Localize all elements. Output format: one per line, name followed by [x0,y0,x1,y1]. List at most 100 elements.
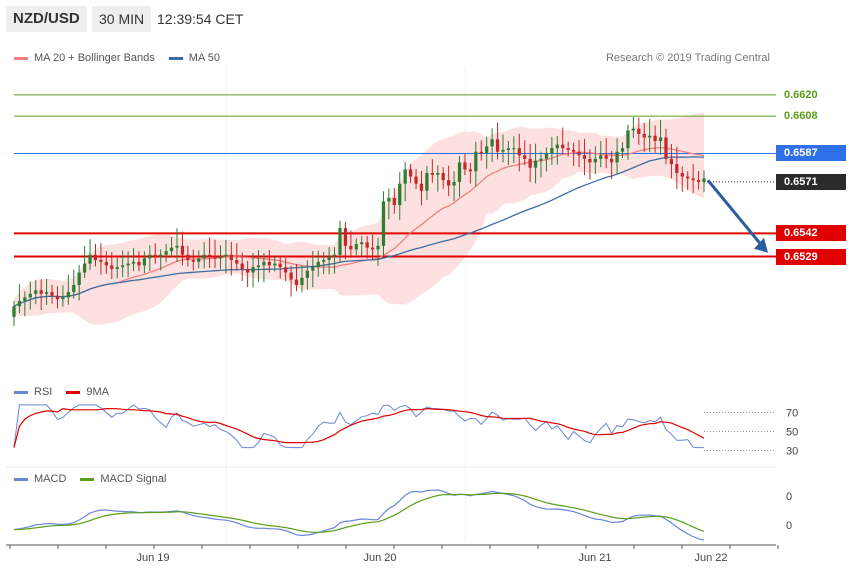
candle-body [555,144,559,149]
candle-body [115,267,119,269]
candle-body [169,247,174,252]
rsi-swatch [14,390,28,394]
time-axis-label: Jun 20 [363,552,396,564]
candle-body [457,162,462,182]
candle-body [615,151,619,163]
time-axis-label: Jun 19 [136,552,169,564]
candle-body [669,158,674,165]
candle-body [349,245,353,250]
candle-body [39,290,43,294]
candle-body [284,267,288,273]
macd-tick-label: 0 [786,491,792,503]
candle-body [452,181,456,186]
candle-body [436,173,440,175]
candle-body [104,261,108,266]
candle-body [28,293,32,298]
candle-body [561,144,565,149]
candle-body [637,128,641,134]
candle-body [419,183,424,191]
candle-body [571,149,576,152]
ma50-swatch [168,56,183,60]
candle-body [278,263,282,268]
candle-body [235,260,239,264]
legend-macd: MACD [34,473,67,485]
candle-body [327,256,331,261]
chart-grid [225,66,466,542]
candle-body [131,261,136,264]
macd-signal-swatch [80,477,95,481]
candle-body [593,158,597,163]
candle-body [425,173,429,191]
candle-body [148,254,152,259]
clock-label: 12:39:54 CET [157,11,244,27]
candle-body [474,151,478,172]
candle-body [338,228,342,255]
rsi-tick-label: 30 [786,446,798,458]
candle-body [186,254,190,261]
period-selector[interactable]: 30 MIN [92,6,152,32]
time-axis-label: Jun 21 [578,552,611,564]
macd-line [13,489,705,541]
macd-swatch [14,477,28,481]
candle-body [273,263,277,266]
candle-body [447,180,451,186]
candle-body [370,247,375,250]
price-level-label: 0.6571 [776,173,846,190]
candle-body [680,173,684,177]
candle-body [642,133,646,138]
candle-body [648,135,652,138]
candle-body [517,148,521,156]
candle-body [544,153,549,159]
candle-body [175,245,179,248]
candle-body [588,158,592,163]
candle-body [675,164,679,174]
candle-body [381,201,386,246]
candle-body [218,256,223,259]
price-level-label: 0.6620 [784,88,818,101]
candle-body [88,254,92,264]
ma20-line [13,146,705,307]
candle-body [180,245,185,255]
candle-body [207,254,212,257]
candle-body [566,148,570,150]
symbol-label[interactable]: NZD/USD [6,6,87,32]
candle-body [523,155,527,159]
candle-body [696,180,701,182]
candle-body [110,265,114,269]
candle-body [392,197,396,205]
candle-body [256,265,261,268]
candle-body [23,297,27,301]
price-level-label: 0.6608 [784,110,818,123]
candlesticks[interactable] [12,117,706,326]
candle-body [686,176,690,179]
rsi-ma-line [13,407,705,448]
candle-body [191,260,195,262]
candle-body [408,169,413,177]
candle-body [343,228,348,246]
rsi-ma-swatch [66,390,81,394]
macd-panel: 00 [13,489,792,541]
candle-body [262,261,266,266]
candle-body [44,292,49,294]
rsi-tick-label: 70 [786,408,798,420]
candle-body [658,137,663,142]
candle-body [528,158,532,168]
legend-ma50: MA 50 [188,52,220,64]
candle-body [197,258,201,262]
candle-body [414,176,418,184]
candle-body [164,251,168,255]
price-level-label: 0.6542 [776,225,846,242]
candle-body [99,260,103,262]
candle-body [533,160,538,168]
candle-body [305,270,310,278]
candle-body [66,292,70,298]
candle-body [332,254,337,257]
candle-body [501,149,505,152]
candle-body [61,297,65,300]
candle-body [441,173,445,181]
candle-body [365,242,369,248]
candle-body [316,261,320,268]
candle-body [12,306,16,317]
candle-body [664,137,668,159]
